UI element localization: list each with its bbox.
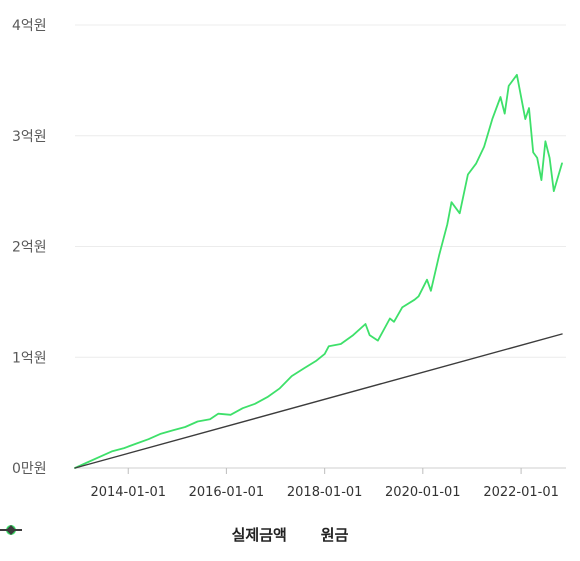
data-point[interactable] — [475, 162, 478, 165]
data-point[interactable] — [323, 352, 326, 355]
series-lines — [73, 73, 563, 469]
data-point[interactable] — [401, 306, 404, 309]
data-point[interactable] — [507, 84, 510, 87]
data-point[interactable] — [208, 418, 211, 421]
data-point[interactable] — [241, 407, 244, 410]
data-point[interactable] — [548, 156, 551, 159]
data-point[interactable] — [159, 432, 162, 435]
y-axis: 0만원 1억원 2억원 3억원 4억원 — [12, 18, 47, 477]
data-point[interactable] — [98, 455, 101, 458]
data-point[interactable] — [135, 442, 138, 445]
y-tick-label: 0만원 — [12, 461, 47, 477]
x-tick-label: 2022-01-01 — [483, 485, 559, 500]
y-tick-label: 1억원 — [12, 350, 47, 366]
data-point[interactable] — [376, 339, 379, 342]
data-point[interactable] — [429, 289, 432, 292]
y-tick-label: 2억원 — [12, 240, 47, 256]
data-point[interactable] — [339, 342, 342, 345]
data-point[interactable] — [450, 201, 453, 204]
legend: 실제금액 원금 — [0, 524, 580, 545]
data-point[interactable] — [491, 118, 494, 121]
legend-diamond-icon — [0, 525, 22, 535]
grid-lines — [75, 24, 566, 469]
data-point[interactable] — [303, 367, 306, 370]
data-point[interactable] — [483, 145, 486, 148]
data-point[interactable] — [86, 461, 89, 464]
data-point[interactable] — [413, 298, 416, 301]
legend-label-series-0: 실제금액 — [231, 526, 287, 544]
data-point[interactable] — [466, 173, 469, 176]
data-point[interactable] — [532, 151, 535, 154]
series-line-0[interactable] — [74, 73, 563, 469]
data-point[interactable] — [184, 425, 187, 428]
data-point[interactable] — [229, 413, 232, 416]
data-point[interactable] — [524, 118, 527, 121]
data-point[interactable] — [368, 334, 371, 337]
line-chart: 0만원 1억원 2억원 3억원 4억원 2014-01-01 2016-01-01 2018… — [12, 18, 566, 500]
data-point[interactable] — [552, 190, 555, 193]
data-point[interactable] — [499, 95, 502, 98]
y-tick-label: 3억원 — [12, 129, 47, 145]
data-point[interactable] — [327, 345, 330, 348]
x-axis: 2014-01-01 2016-01-01 2018-01-01 2020-01-01… — [90, 468, 559, 500]
data-point[interactable] — [315, 359, 318, 362]
data-point[interactable] — [560, 332, 563, 335]
data-point[interactable] — [540, 179, 543, 182]
x-tick-label: 2018-01-01 — [287, 485, 363, 500]
data-point[interactable] — [503, 112, 506, 115]
data-point[interactable] — [196, 420, 199, 423]
data-point[interactable] — [425, 278, 428, 281]
data-point[interactable] — [364, 322, 367, 325]
data-point[interactable] — [544, 140, 547, 143]
data-point[interactable] — [417, 295, 420, 298]
data-point[interactable] — [388, 317, 391, 320]
data-point[interactable] — [290, 375, 293, 378]
data-point[interactable] — [73, 466, 76, 469]
data-point[interactable] — [515, 73, 518, 76]
data-point[interactable] — [527, 107, 530, 110]
data-point[interactable] — [438, 254, 441, 257]
x-tick-label: 2020-01-01 — [385, 485, 461, 500]
data-point[interactable] — [123, 447, 126, 450]
legend-item-series-1[interactable]: 원금 — [0, 524, 349, 545]
series-line-1[interactable] — [74, 333, 563, 469]
x-tick-label: 2014-01-01 — [90, 485, 166, 500]
data-point[interactable] — [536, 156, 539, 159]
legend-item-series-0[interactable]: 실제금액 — [0, 524, 287, 545]
data-point[interactable] — [278, 387, 281, 390]
data-point[interactable] — [172, 429, 175, 432]
data-point[interactable] — [253, 402, 256, 405]
data-point[interactable] — [446, 223, 449, 226]
x-tick-label: 2016-01-01 — [189, 485, 265, 500]
data-point[interactable] — [147, 438, 150, 441]
y-tick-label: 4억원 — [12, 18, 47, 34]
data-point[interactable] — [266, 396, 269, 399]
data-point[interactable] — [392, 320, 395, 323]
data-point[interactable] — [217, 412, 220, 415]
data-point[interactable] — [560, 162, 563, 165]
legend-label-series-1: 원금 — [320, 526, 349, 544]
data-point[interactable] — [110, 450, 113, 453]
data-point[interactable] — [458, 212, 461, 215]
data-point[interactable] — [352, 334, 355, 337]
